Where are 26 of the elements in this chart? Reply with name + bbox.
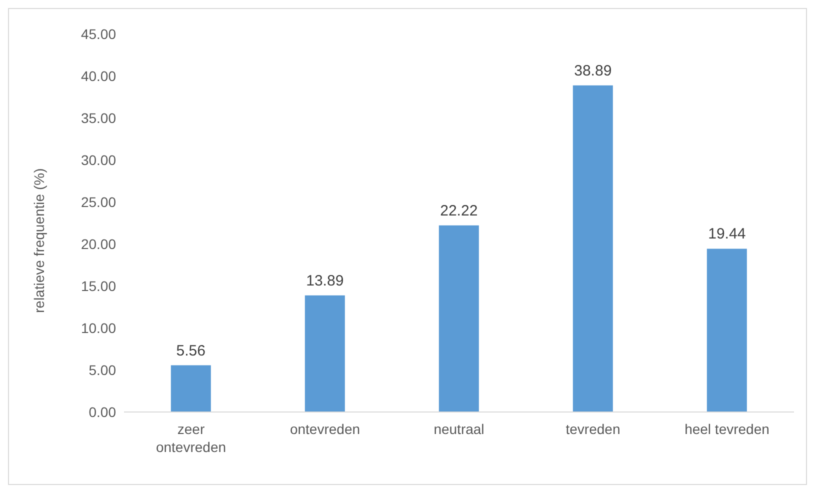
- y-tick-label: 0.00: [88, 404, 116, 420]
- y-tick-label: 25.00: [80, 194, 116, 210]
- bar: [170, 365, 211, 412]
- x-tick-label: neutraal: [434, 421, 484, 437]
- bar: [438, 225, 479, 412]
- x-tick-label: ontevreden: [290, 421, 360, 437]
- x-tick-label: heel tevreden: [684, 421, 770, 437]
- y-tick-label: 5.00: [88, 362, 116, 378]
- x-tick-label: zeer ontevreden: [156, 421, 226, 455]
- y-axis-title: relatieve frequentie (%): [30, 168, 47, 313]
- y-tick-label: 20.00: [80, 236, 116, 252]
- bar: [706, 248, 747, 412]
- data-label: 38.89: [574, 62, 612, 80]
- x-tick-label: tevreden: [566, 421, 620, 437]
- y-tick-label: 15.00: [80, 278, 116, 294]
- data-label: 13.89: [306, 272, 344, 290]
- y-tick-label: 30.00: [80, 152, 116, 168]
- data-label: 22.22: [440, 202, 478, 220]
- y-tick-label: 35.00: [80, 110, 116, 126]
- y-tick-label: 10.00: [80, 320, 116, 336]
- bar: [304, 295, 345, 412]
- data-label: 5.56: [176, 342, 206, 360]
- data-label: 19.44: [708, 226, 746, 243]
- y-tick-label: 40.00: [80, 68, 116, 84]
- y-tick-label: 45.00: [80, 26, 116, 42]
- bar: [572, 85, 613, 412]
